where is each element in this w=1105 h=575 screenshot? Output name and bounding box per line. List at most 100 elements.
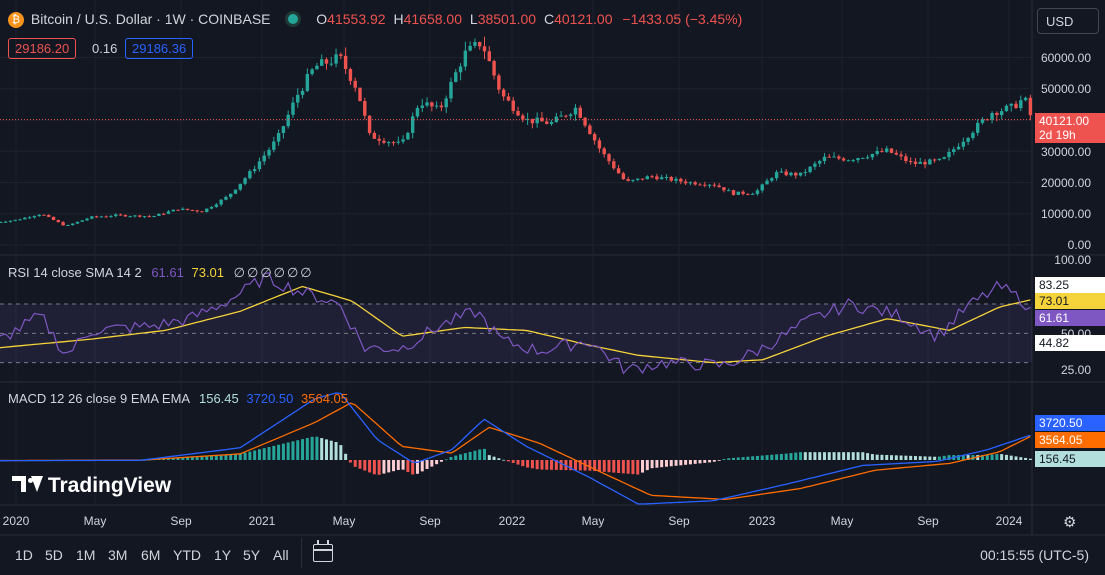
candle-body bbox=[688, 182, 693, 184]
signal-value-tag: 3564.05 bbox=[1035, 432, 1105, 448]
candle-body bbox=[640, 178, 645, 180]
macd-histogram-bar bbox=[894, 455, 898, 460]
macd-histogram-bar bbox=[593, 460, 597, 472]
tradingview-logo[interactable]: TradingView bbox=[12, 474, 171, 498]
candle-body bbox=[564, 115, 568, 117]
candle-body bbox=[410, 116, 415, 133]
candle-body bbox=[300, 90, 305, 95]
rsi-na-value: ∅ bbox=[233, 265, 247, 280]
settings-gear-icon[interactable]: ⚙ bbox=[1063, 514, 1077, 531]
timeframe-button-1y[interactable]: 1Y bbox=[214, 547, 232, 563]
candle-body bbox=[305, 74, 310, 91]
clock-timezone[interactable]: 00:15:55 (UTC-5) bbox=[980, 547, 1089, 563]
timeframe-button-5y[interactable]: 5Y bbox=[243, 547, 261, 563]
macd-histogram-bar bbox=[602, 460, 606, 472]
timeframe-button-6m[interactable]: 6M bbox=[141, 547, 161, 563]
timeframe-button-3m[interactable]: 3M bbox=[108, 547, 128, 563]
date-range-icon[interactable] bbox=[313, 540, 333, 562]
macd-histogram-bar bbox=[789, 453, 793, 460]
currency-button[interactable]: USD bbox=[1037, 8, 1099, 34]
candle-body bbox=[70, 223, 75, 226]
candle-body bbox=[37, 214, 41, 217]
candle-body bbox=[937, 158, 942, 160]
candle-body bbox=[181, 208, 185, 210]
macd-histogram-bar bbox=[214, 455, 218, 460]
candle-body bbox=[430, 102, 434, 107]
price-axis-label: 60000.00 bbox=[1040, 51, 1091, 65]
candle-body bbox=[61, 222, 65, 226]
candle-body bbox=[3, 221, 8, 223]
candle-body bbox=[32, 216, 37, 218]
macd-legend[interactable]: MACD 12 26 close 9 EMA EMA 156.45 3720.5… bbox=[8, 391, 348, 406]
rsi-legend-sma: 73.01 bbox=[191, 265, 225, 280]
candle-body bbox=[85, 218, 89, 221]
candle-body bbox=[51, 216, 56, 221]
macd-histogram-bar bbox=[890, 455, 894, 460]
macd-histogram-bar bbox=[573, 460, 577, 471]
macd-histogram-bar bbox=[229, 454, 233, 460]
macd-histogram-bar bbox=[1028, 458, 1032, 460]
macd-histogram-bar bbox=[315, 436, 319, 460]
macd-histogram-bar bbox=[664, 460, 668, 467]
macd-histogram-bar bbox=[454, 455, 458, 460]
candle-body bbox=[157, 213, 161, 216]
candle-body bbox=[104, 216, 108, 218]
candle-body bbox=[319, 59, 324, 66]
macd-histogram-bar bbox=[1009, 455, 1013, 460]
candle-body bbox=[966, 138, 970, 142]
candle-body bbox=[846, 160, 851, 162]
macd-histogram-bar bbox=[483, 448, 487, 460]
candle-body bbox=[698, 184, 702, 186]
macd-histogram-bar bbox=[679, 460, 683, 466]
bar-countdown: 2d 19h bbox=[1039, 128, 1076, 142]
candle-body bbox=[659, 177, 664, 180]
timeframe-button-1d[interactable]: 1D bbox=[15, 547, 33, 563]
timeframe-button-all[interactable]: All bbox=[273, 547, 289, 563]
candle-body bbox=[554, 116, 559, 123]
rsi-lower-band-tag: 44.82 bbox=[1035, 335, 1105, 351]
macd-legend-hist: 156.45 bbox=[198, 391, 239, 406]
candle-body bbox=[722, 187, 726, 191]
candle-body bbox=[947, 152, 951, 158]
candle-body bbox=[631, 179, 635, 181]
candle-body bbox=[185, 208, 190, 210]
candle-body bbox=[827, 156, 831, 158]
timeframe-button-1m[interactable]: 1M bbox=[76, 547, 96, 563]
candle-body bbox=[913, 161, 918, 164]
candle-body bbox=[492, 61, 496, 76]
candle-body bbox=[712, 184, 717, 186]
candle-body bbox=[358, 87, 362, 102]
candle-body bbox=[755, 190, 760, 194]
rsi-legend[interactable]: RSI 14 close SMA 14 2 61.61 73.01 ∅∅∅∅∅∅ bbox=[8, 265, 314, 281]
symbol-legend[interactable]: ₿ Bitcoin / U.S. Dollar · 1W · COINBASE … bbox=[8, 11, 742, 28]
timeframe-button-ytd[interactable]: YTD bbox=[173, 547, 201, 563]
candle-body bbox=[238, 183, 242, 190]
macd-histogram-bar bbox=[617, 460, 621, 473]
rsi-axis-label: 25.00 bbox=[1060, 363, 1091, 377]
macd-histogram-bar bbox=[717, 460, 721, 461]
macd-histogram-bar bbox=[248, 451, 252, 460]
bid-button[interactable]: 29186.20 bbox=[8, 38, 77, 59]
candle-body bbox=[784, 171, 788, 176]
candle-body bbox=[367, 115, 372, 133]
macd-histogram-bar bbox=[808, 452, 812, 460]
macd-histogram-bar bbox=[166, 458, 170, 460]
macd-histogram-bar bbox=[822, 452, 826, 460]
open-value: 41553.92 bbox=[327, 11, 386, 27]
candle-body bbox=[439, 105, 444, 108]
candle-body bbox=[837, 156, 841, 159]
timeframe-button-5d[interactable]: 5D bbox=[45, 547, 63, 563]
candle-body bbox=[94, 216, 99, 218]
candle-body bbox=[13, 219, 17, 221]
macd-histogram-bar bbox=[344, 453, 348, 460]
macd-histogram-bar bbox=[880, 454, 884, 460]
candle-body bbox=[621, 173, 626, 180]
candle-body bbox=[789, 172, 793, 176]
spread-value: 0.16 bbox=[92, 41, 118, 56]
time-axis-label: Sep bbox=[668, 514, 690, 528]
ask-button[interactable]: 29186.36 bbox=[125, 38, 194, 59]
macd-signal-line bbox=[0, 402, 1031, 500]
candle-body bbox=[458, 66, 463, 73]
candle-body bbox=[607, 154, 611, 162]
